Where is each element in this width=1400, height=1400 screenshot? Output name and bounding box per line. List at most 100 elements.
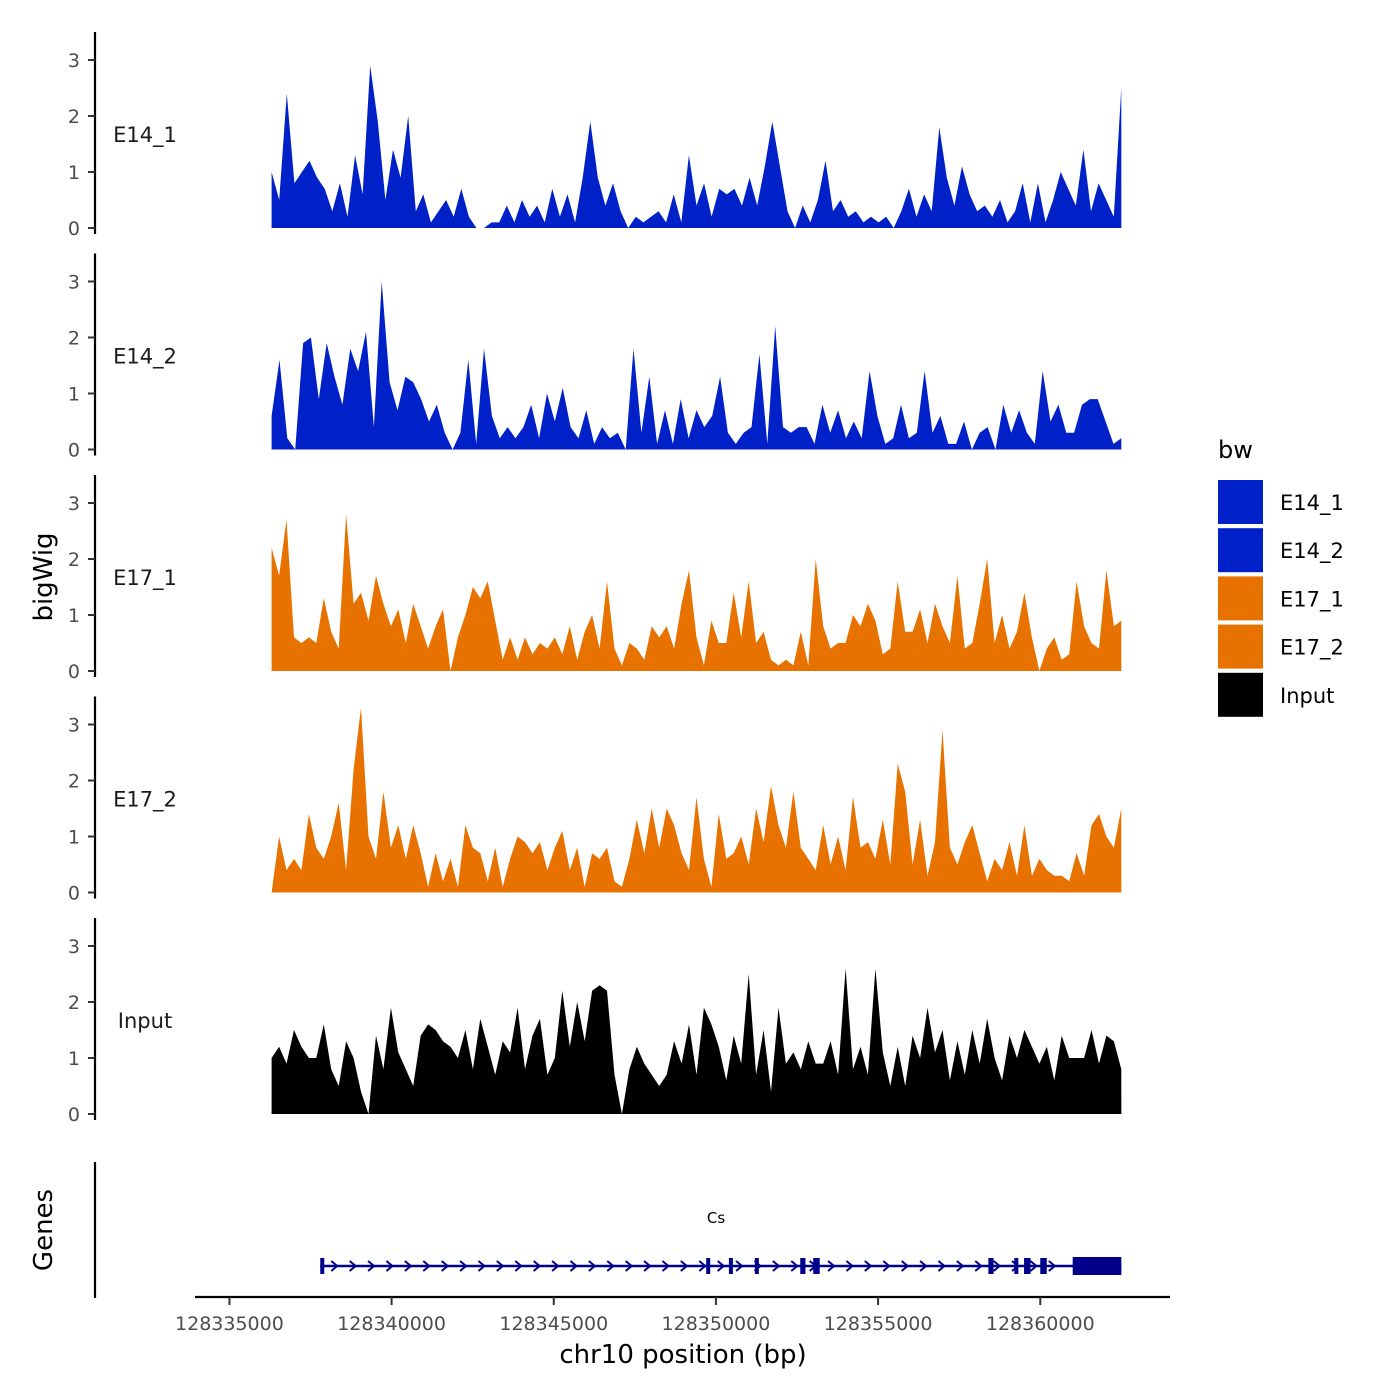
y-tick-label: 2	[68, 328, 80, 350]
strand-arrow-icon	[974, 1260, 983, 1272]
legend: bw E14_1 E14_2 E17_1 E17_2 Input	[1218, 436, 1344, 717]
y-tick-label: 1	[68, 827, 80, 849]
legend-swatch	[1218, 576, 1263, 621]
gene-exon	[1014, 1258, 1019, 1274]
x-axis-title: chr10 position (bp)	[559, 1340, 806, 1370]
strand-arrow-icon	[496, 1260, 505, 1272]
gene-exon	[1072, 1257, 1122, 1275]
y-tick-label: 2	[68, 992, 80, 1014]
track-label: E17_1	[113, 566, 177, 591]
strand-arrow-icon	[901, 1260, 910, 1272]
x-tick-label: 128360000	[986, 1313, 1095, 1335]
strand-arrow-icon	[514, 1260, 523, 1272]
strand-arrow-icon	[698, 1260, 707, 1272]
y-tick-label: 3	[68, 715, 80, 737]
strand-arrow-icon	[993, 1260, 1002, 1272]
strand-arrow-icon	[1029, 1260, 1039, 1272]
strand-arrow-icon	[441, 1260, 450, 1272]
strand-arrow-icon	[1048, 1260, 1057, 1272]
gene-exon	[813, 1258, 820, 1274]
y-tick-label: 2	[68, 549, 80, 571]
gene-exon	[1040, 1258, 1047, 1274]
track-label: E17_2	[113, 788, 177, 813]
y-tick-label: 1	[68, 162, 80, 184]
strand-arrow-icon	[385, 1260, 395, 1272]
strand-arrow-icon	[330, 1260, 339, 1272]
track-input: 0 1 2 3 Input	[68, 918, 1122, 1126]
signal-area	[271, 707, 1122, 893]
y-tick-label: 1	[68, 605, 80, 627]
gene-exon	[800, 1258, 806, 1274]
strand-arrow-icon	[845, 1260, 855, 1272]
strand-arrow-icon	[937, 1260, 947, 1272]
track-label: Input	[118, 1009, 172, 1033]
strand-arrow-icon	[864, 1260, 873, 1272]
y-tick-label: 0	[68, 440, 80, 462]
y-tick-label: 0	[68, 661, 80, 683]
signal-area	[271, 281, 1122, 450]
signal-area	[271, 65, 1122, 228]
legend-label: E17_1	[1280, 587, 1344, 612]
strand-arrow-icon	[459, 1260, 468, 1272]
legend-label: E14_1	[1280, 491, 1344, 516]
y-tick-label: 1	[68, 384, 80, 406]
legend-swatch	[1218, 624, 1263, 669]
signal-tracks: 0 1 2 3 E14_1 0 1 2 3 E14_2 0 1 2 3 E17_1 0 1 2 3 E17_2 0 1 2 3…	[68, 32, 1122, 1126]
track-label: E14_2	[113, 345, 177, 370]
gene-exon	[754, 1258, 759, 1274]
strand-arrow-icon	[625, 1260, 634, 1272]
y-tick-label: 1	[68, 1048, 80, 1070]
strand-arrow-icon	[404, 1260, 413, 1272]
strand-arrow-icon	[956, 1260, 965, 1272]
strand-arrow-icon	[349, 1260, 358, 1272]
strand-arrow-icon	[772, 1260, 781, 1272]
strand-arrow-icon	[735, 1260, 744, 1272]
y-tick-label: 3	[68, 493, 80, 515]
legend-label: E17_2	[1280, 636, 1344, 661]
x-tick-label: 128355000	[824, 1313, 933, 1335]
y-tick-label: 2	[68, 771, 80, 793]
y-tick-label: 0	[68, 218, 80, 240]
gene-exon	[706, 1258, 711, 1274]
strand-arrow-icon	[919, 1260, 928, 1272]
genes-track: Genes Cs	[29, 1162, 1122, 1298]
x-tick-label: 128345000	[499, 1313, 608, 1335]
x-axis: 128335000 128340000 128345000 128350000 1283…	[175, 1295, 1170, 1335]
y-tick-label: 3	[68, 272, 80, 294]
y-tick-label: 0	[68, 883, 80, 905]
gene-exon	[728, 1258, 733, 1274]
y-axis-title: bigWig	[29, 532, 59, 621]
strand-arrow-icon	[643, 1260, 652, 1272]
signal-area	[271, 514, 1122, 671]
strand-arrow-icon	[827, 1260, 836, 1272]
strand-arrow-icon	[882, 1260, 891, 1272]
legend-title: bw	[1218, 436, 1253, 464]
strand-arrow-icon	[477, 1260, 487, 1272]
gene-exon	[988, 1258, 994, 1274]
y-tick-label: 3	[68, 50, 80, 72]
y-tick-label: 0	[68, 1104, 80, 1126]
strand-arrow-icon	[606, 1260, 615, 1272]
track-e17-1: 0 1 2 3 E17_1	[68, 475, 1122, 683]
genes-y-axis-title: Genes	[29, 1189, 59, 1271]
strand-arrow-icon	[717, 1260, 726, 1272]
y-tick-label: 2	[68, 106, 80, 128]
legend-label: Input	[1280, 684, 1334, 708]
legend-swatch	[1218, 528, 1263, 573]
track-e17-2: 0 1 2 3 E17_2	[68, 696, 1122, 905]
strand-arrow-icon	[422, 1260, 431, 1272]
gene-exon	[1024, 1258, 1031, 1274]
legend-swatch	[1218, 480, 1263, 524]
strand-arrow-icon	[367, 1260, 376, 1272]
x-tick-label: 128350000	[662, 1313, 771, 1335]
strand-arrow-icon	[551, 1260, 560, 1272]
gene-exon	[320, 1258, 325, 1274]
strand-arrow-icon	[790, 1260, 799, 1272]
x-tick-label: 128335000	[175, 1313, 284, 1335]
legend-swatch	[1218, 672, 1263, 717]
strand-arrow-icon	[569, 1260, 579, 1272]
x-tick-label: 128340000	[337, 1313, 446, 1335]
strand-arrow-icon	[533, 1260, 542, 1272]
gene-name-label: Cs	[707, 1209, 725, 1227]
